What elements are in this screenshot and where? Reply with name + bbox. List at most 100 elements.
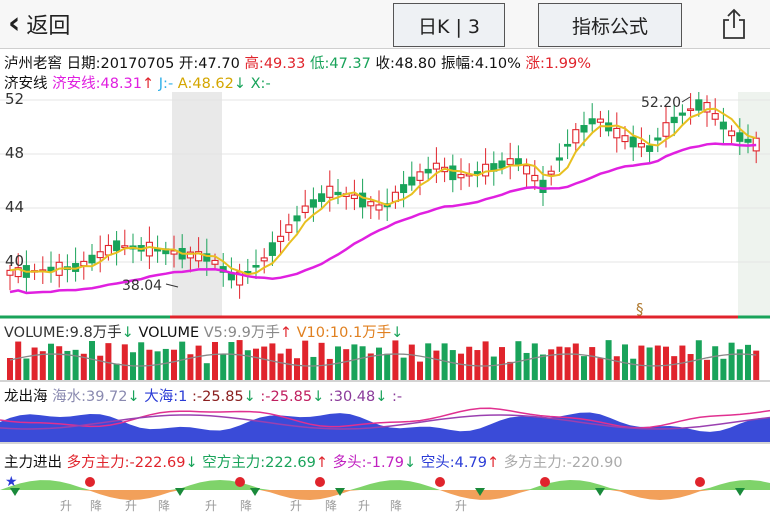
candle-body xyxy=(613,127,621,139)
back-label: 返回 xyxy=(26,14,71,39)
down-marker xyxy=(250,488,260,496)
volume-bar xyxy=(31,347,38,380)
kline-period-button[interactable]: 日K | 3 xyxy=(393,3,505,47)
quote-header: 泸州老窖 日期:20170705 开:47.70 高:49.33 低:47.37… xyxy=(4,52,591,73)
candle-body xyxy=(736,132,744,142)
volume-bar xyxy=(212,341,218,380)
candle-body xyxy=(277,235,285,242)
share-icon[interactable] xyxy=(720,8,748,40)
candle-body xyxy=(6,269,14,276)
candle-body xyxy=(637,143,645,148)
volume-bar xyxy=(113,363,120,380)
volume-name: VOLUME xyxy=(138,325,200,341)
candle-body xyxy=(572,129,580,144)
volume-bar xyxy=(531,343,538,380)
candle-body xyxy=(457,173,465,179)
quote-close: 收:48.80 xyxy=(375,56,437,72)
candle-body xyxy=(506,158,514,165)
volume-bar xyxy=(736,349,743,380)
indicator-formula-button[interactable]: 指标公式 xyxy=(538,3,682,47)
indicator-name: 济安线 xyxy=(4,76,48,92)
volume-bar xyxy=(548,349,555,380)
volume-bar xyxy=(80,353,87,380)
candle-body xyxy=(252,265,260,268)
volume-bar xyxy=(384,353,391,380)
rise-fall-label: 升 xyxy=(125,499,137,513)
bear-area xyxy=(0,490,770,500)
quote-amplitude: 振幅:4.10% xyxy=(440,56,521,72)
arrow-down-icon: ↓ xyxy=(243,389,256,405)
volume-bar xyxy=(89,341,95,380)
arrow-down-icon: ↓ xyxy=(404,455,417,471)
candle-body xyxy=(96,251,104,259)
volume-bar xyxy=(400,357,407,380)
rise-fall-label: 降 xyxy=(390,499,402,513)
indicator-j: J:- xyxy=(158,76,174,92)
highlight-band xyxy=(172,92,222,318)
arrow-up-icon: ↑ xyxy=(315,455,329,471)
down-marker xyxy=(475,488,485,496)
arrow-up-icon: ↑ xyxy=(486,455,500,471)
volume-bar xyxy=(433,350,440,380)
candle-body xyxy=(662,122,670,137)
zhuli-legend: 主力进出 多方主力:-222.69↓ 空方主力:222.69↑ 多头:-1.79… xyxy=(4,451,623,472)
bull-area xyxy=(0,480,770,490)
arrow-down-icon: ↓ xyxy=(312,389,325,405)
candle-body xyxy=(588,118,596,125)
volume-bar xyxy=(253,348,259,380)
down-marker xyxy=(335,488,345,496)
high-annotation: 52.20 xyxy=(641,95,681,111)
candle-body xyxy=(564,143,572,147)
volume-bar xyxy=(589,347,596,380)
zl-kongtou: 空头:4.79 xyxy=(420,455,487,471)
volume-bar xyxy=(310,356,317,380)
candle-body xyxy=(678,112,686,116)
volume-bar xyxy=(671,356,678,380)
longchuhai-chart[interactable] xyxy=(0,402,770,444)
rise-fall-label: 升 xyxy=(60,499,72,513)
volume-bar xyxy=(523,352,530,380)
volume-bar xyxy=(351,344,358,380)
candle-body xyxy=(596,118,604,123)
quote-high: 高:49.33 xyxy=(244,56,306,72)
volume-bar xyxy=(97,355,104,380)
price-axis-44: 44 xyxy=(5,198,25,216)
candle-body xyxy=(646,145,654,152)
candle-body xyxy=(728,130,736,137)
back-button[interactable]: ‹ 返回 xyxy=(8,6,70,42)
volume-chart[interactable] xyxy=(0,338,770,382)
candle-body xyxy=(367,201,375,207)
volume-bar xyxy=(490,356,497,380)
volume-bar xyxy=(392,340,399,380)
candle-body xyxy=(473,171,481,175)
high-pointer xyxy=(681,96,691,103)
candle-body xyxy=(203,253,211,262)
candle-body xyxy=(523,165,531,175)
rise-fall-label: 升 xyxy=(455,499,467,513)
star-icon: ★ xyxy=(5,474,18,490)
candle-body xyxy=(687,108,695,111)
arrow-up-icon: ↑ xyxy=(279,325,293,341)
zl-more: 多方主力:-220.90 xyxy=(503,455,623,471)
signal-circle xyxy=(695,477,705,487)
candle-body xyxy=(580,125,588,133)
lch-v2: :-25.85 xyxy=(260,389,313,405)
zl-name: 主力进出 xyxy=(4,455,62,471)
arrow-down-icon: ↓ xyxy=(375,389,388,405)
volume-bar xyxy=(236,340,243,380)
volume-bar xyxy=(376,347,382,380)
zhuli-chart[interactable]: 升 降 升 降 升 降 升 降 升 降 升 ★ xyxy=(0,470,770,513)
volume-bar xyxy=(499,347,505,380)
volume-bar xyxy=(449,350,456,380)
volume-bar xyxy=(269,343,276,380)
down-marker xyxy=(10,488,20,496)
candle-body xyxy=(301,205,309,214)
candle-body xyxy=(309,199,317,208)
quote-open: 开:47.70 xyxy=(178,56,240,72)
candlestick-chart[interactable]: 52.20 38.04 § xyxy=(0,92,770,320)
volume-bar xyxy=(294,358,300,380)
zl-duofang: 多方主力:-222.69 xyxy=(66,455,186,471)
volume-bar xyxy=(572,343,579,380)
rise-fall-label: 升 xyxy=(205,499,217,513)
volume-bar xyxy=(687,354,694,380)
